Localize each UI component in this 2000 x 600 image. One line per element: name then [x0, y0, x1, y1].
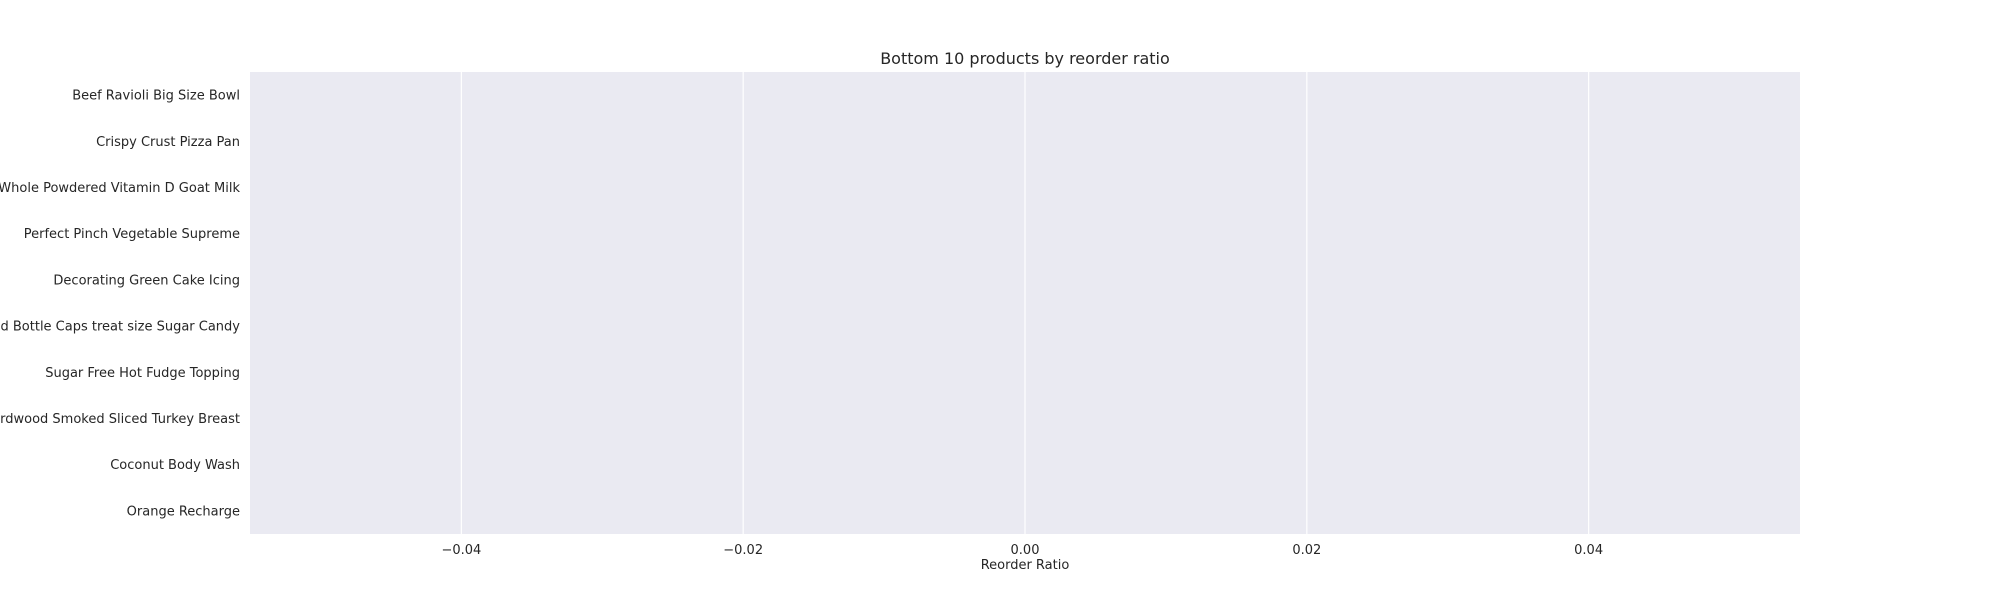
category-label: Crispy Crust Pizza Pan — [96, 135, 240, 150]
category-label: Hardwood Smoked Sliced Turkey Breast — [0, 412, 240, 427]
x-tick-label: −0.04 — [441, 543, 481, 558]
category-label: Perfect Pinch Vegetable Supreme — [24, 227, 240, 242]
category-labels: Beef Ravioli Big Size Bowl Crispy Crust P… — [0, 89, 240, 520]
x-tick-label: −0.02 — [723, 543, 763, 558]
category-label: Beef Ravioli Big Size Bowl — [72, 89, 240, 104]
category-label: Coconut Body Wash — [110, 458, 240, 473]
category-label: Decorating Green Cake Icing — [53, 273, 240, 288]
category-label: Whole Powdered Vitamin D Goat Milk — [0, 181, 240, 196]
category-label: Orange Recharge — [127, 504, 240, 519]
grid-lines — [460, 72, 1590, 534]
chart-title: Bottom 10 products by reorder ratio — [880, 49, 1170, 68]
category-label: Sugar Free Hot Fudge Topping — [45, 366, 240, 381]
x-axis-label: Reorder Ratio — [981, 558, 1070, 573]
x-tick-label: 0.00 — [1011, 543, 1040, 558]
category-label: Sixlets, Dots and Bottle Caps treat size… — [0, 320, 240, 335]
x-tick-label: 0.04 — [1574, 543, 1603, 558]
x-tick-labels: −0.04 −0.02 0.00 0.02 0.04 — [441, 543, 1603, 558]
x-tick-label: 0.02 — [1292, 543, 1321, 558]
